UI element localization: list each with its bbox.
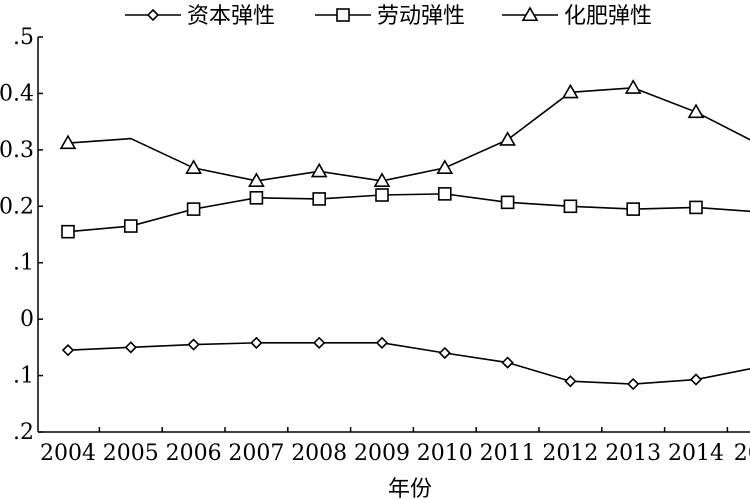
x-tick-label: 2013 bbox=[605, 441, 661, 466]
data-point bbox=[186, 202, 201, 216]
data-point bbox=[624, 79, 642, 94]
data-point bbox=[501, 356, 514, 369]
legend-label: 化肥弹性 bbox=[564, 4, 652, 29]
data-point bbox=[313, 336, 326, 349]
legend: 资本弹性 劳动弹性 化肥弹性 bbox=[125, 4, 652, 29]
data-point bbox=[438, 346, 451, 360]
legend-label: 劳动弹性 bbox=[377, 4, 465, 29]
data-point bbox=[61, 224, 75, 239]
x-tick-label: 2010 bbox=[417, 441, 473, 466]
x-axis-title: 年份 bbox=[388, 477, 432, 500]
data-point bbox=[310, 162, 328, 178]
x-tick-label: 2007 bbox=[228, 441, 284, 466]
data-point bbox=[564, 375, 577, 388]
legend-marker bbox=[336, 8, 350, 22]
legend-label: 资本弹性 bbox=[187, 4, 275, 29]
data-point bbox=[187, 338, 200, 351]
x-tick-label: 2014 bbox=[668, 441, 724, 466]
axes: .2 .1 0 .1 0.2 0.3 0.4 .5 2004 2005 2006 2007 2008 20… bbox=[0, 25, 750, 466]
plot-area bbox=[59, 79, 750, 391]
data-point bbox=[689, 373, 703, 386]
data-point bbox=[250, 336, 263, 349]
x-tick-label: 2004 bbox=[40, 441, 96, 466]
data-point bbox=[500, 195, 515, 210]
series-line-1 bbox=[67, 193, 750, 233]
data-point bbox=[248, 172, 265, 187]
y-tick-label: 0.3 bbox=[0, 138, 34, 163]
data-point bbox=[499, 131, 516, 146]
data-point bbox=[124, 341, 137, 354]
data-point bbox=[563, 199, 578, 214]
y-tick-label: .2 bbox=[13, 420, 34, 445]
y-tick-label: .5 bbox=[13, 25, 34, 50]
legend-marker bbox=[146, 8, 160, 22]
series-line-2 bbox=[67, 86, 750, 182]
series-line-0 bbox=[67, 342, 750, 385]
data-point bbox=[375, 336, 389, 349]
y-tick-label: 0.2 bbox=[0, 194, 34, 219]
x-tick-label: 20 bbox=[734, 441, 750, 466]
data-point bbox=[61, 344, 75, 357]
y-tick-label: 0 bbox=[20, 307, 34, 332]
x-tick-label: 2011 bbox=[480, 441, 536, 466]
data-point bbox=[687, 103, 705, 119]
data-point bbox=[375, 188, 389, 202]
y-tick-label: .1 bbox=[13, 251, 34, 276]
x-tick-label: 2005 bbox=[103, 441, 159, 466]
data-point bbox=[437, 187, 452, 201]
data-point bbox=[626, 202, 641, 216]
x-tick-label: 2009 bbox=[354, 441, 410, 466]
x-tick-label: 2012 bbox=[542, 441, 598, 466]
data-point bbox=[627, 377, 640, 391]
legend-marker bbox=[521, 6, 539, 22]
x-tick-label: 2008 bbox=[291, 441, 347, 466]
data-point bbox=[373, 172, 391, 187]
data-point bbox=[124, 219, 138, 233]
data-point bbox=[312, 192, 327, 206]
y-tick-label: .1 bbox=[13, 364, 34, 389]
y-tick-label: 0.4 bbox=[0, 81, 34, 106]
data-point bbox=[59, 134, 77, 150]
data-point bbox=[185, 159, 202, 174]
x-tick-label: 2006 bbox=[166, 441, 222, 466]
data-point bbox=[562, 83, 579, 99]
data-point bbox=[689, 200, 703, 215]
data-point bbox=[249, 191, 264, 205]
data-point bbox=[436, 159, 454, 174]
